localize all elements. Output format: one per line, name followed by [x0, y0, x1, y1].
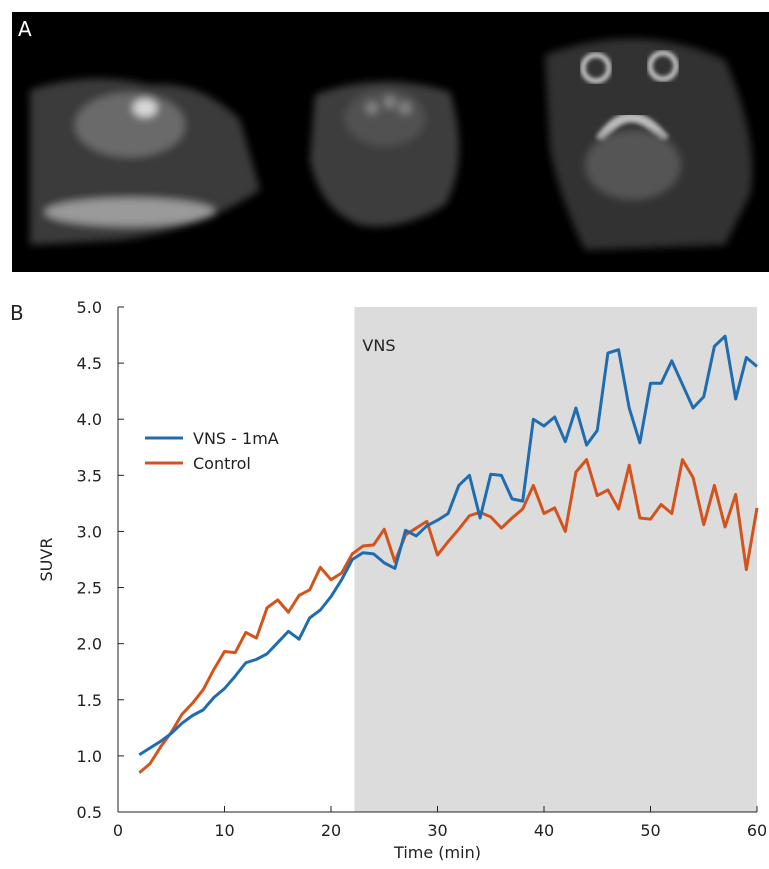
legend-label: Control	[193, 454, 251, 473]
x-tick-label: 50	[640, 821, 660, 840]
region-label: VNS	[362, 336, 395, 355]
shaded-region	[354, 307, 757, 812]
panel-label: A	[18, 17, 32, 41]
x-tick-label: 30	[427, 821, 447, 840]
x-axis-label: Time (min)	[393, 843, 481, 862]
brain-axial	[545, 39, 752, 250]
brain-coronal	[310, 82, 459, 227]
y-tick-label: 1.0	[77, 747, 102, 766]
x-tick-label: 20	[321, 821, 341, 840]
x-tick-label: 60	[747, 821, 767, 840]
figure: A B VNS 0.5 1.0 1.5 2.0 2.5 3.0 3.5 4.0 4.5 5.0 0 10…	[0, 0, 769, 865]
y-tick-label: 4.5	[77, 354, 102, 373]
y-tick-label: 3.0	[77, 522, 102, 541]
y-tick-label: 5.0	[77, 298, 102, 317]
panel-a: A	[12, 12, 769, 272]
panel-label: B	[10, 301, 24, 325]
y-tick-label: 1.5	[77, 691, 102, 710]
y-tick-label: 3.5	[77, 466, 102, 485]
x-tick-label: 0	[113, 821, 123, 840]
y-tick-label: 2.5	[77, 579, 102, 598]
y-tick-label: 4.0	[77, 410, 102, 429]
y-axis-label: SUVR	[37, 538, 56, 582]
x-tick-label: 40	[534, 821, 554, 840]
x-tick-label: 10	[214, 821, 234, 840]
y-tick-label: 2.0	[77, 635, 102, 654]
legend-label: VNS - 1mA	[193, 429, 279, 448]
y-tick-label: 0.5	[77, 803, 102, 822]
panel-b: VNS 0.5 1.0 1.5 2.0 2.5 3.0 3.5 4.0 4.5 5.0 0 10 20 30…	[37, 298, 767, 862]
